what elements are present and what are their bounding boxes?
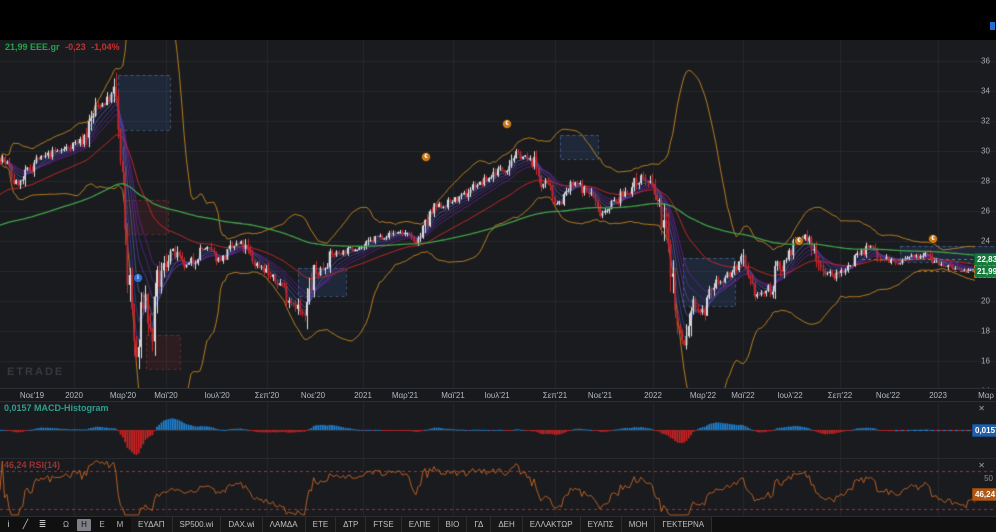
ticker-tab[interactable]: FTSE bbox=[366, 516, 402, 532]
ticker-tab[interactable]: ΕΛΠΕ bbox=[401, 516, 439, 532]
draw-line-icon[interactable]: ╱ bbox=[22, 519, 29, 529]
time-axis-label: Μαρ'22 bbox=[689, 391, 717, 400]
time-axis-label: Σεπ'22 bbox=[827, 391, 853, 400]
quote-change-pct: -1,04% bbox=[91, 42, 120, 52]
rsi-canvas[interactable] bbox=[0, 459, 996, 517]
rsi-value-badge: 46,24 bbox=[972, 487, 996, 501]
time-axis[interactable]: Νοε'19 2020 Μαρ'20 Μαϊ'20 Ιουλ'20 Σεπ'20 Νοε'2… bbox=[0, 388, 996, 402]
quote-line: 21,99 EEE.gr -0,23 -1,04% bbox=[5, 42, 120, 52]
alert-price-badge: 22,83 bbox=[974, 252, 996, 266]
time-axis-label: Σεπ'20 bbox=[254, 391, 280, 400]
event-flag-icon[interactable]: € bbox=[928, 234, 938, 244]
time-axis-label: Μαϊ'22 bbox=[731, 391, 755, 400]
info-icon[interactable]: i bbox=[7, 519, 10, 529]
platform-watermark: ETRADE bbox=[7, 366, 65, 378]
top-black-bar bbox=[0, 0, 996, 40]
ticker-tabs: ΕΥΔΑΠ SP500.wi DAX.wi ΛΑΜΔΑ ΕΤΕ ΔΤΡ FTSE ΕΛΠΕ ΒΙ… bbox=[131, 516, 996, 532]
macd-panel[interactable]: 0,0157 MACD-Histogram ✕ bbox=[0, 402, 996, 458]
macd-value-badge: 0,0157 bbox=[972, 424, 996, 437]
time-axis-label: Μαϊ'20 bbox=[154, 391, 178, 400]
ticker-tab[interactable]: ΕΥΑΠΣ bbox=[580, 516, 622, 532]
time-axis-label: Μαρ'20 bbox=[109, 391, 137, 400]
ticker-tab[interactable]: DAX.wi bbox=[221, 516, 263, 532]
time-axis-label: Ιουλ'20 bbox=[204, 391, 230, 400]
event-flag-icon[interactable]: € bbox=[421, 152, 431, 162]
timeframe-button-Ω[interactable]: Ω bbox=[63, 519, 69, 529]
macd-close-icon[interactable]: ✕ bbox=[978, 404, 985, 413]
time-axis-label: 2020 bbox=[65, 391, 83, 400]
rsi-close-icon[interactable]: ✕ bbox=[978, 461, 985, 470]
time-axis-label: Ιουλ'22 bbox=[777, 391, 803, 400]
ticker-tab[interactable]: ΔΤΡ bbox=[336, 516, 367, 532]
event-flag-icon[interactable]: i bbox=[133, 273, 143, 283]
ticker-tab[interactable]: ΜΟΗ bbox=[621, 516, 656, 532]
time-axis-label: Μαρ'21 bbox=[391, 391, 419, 400]
quote-change: -0,23 bbox=[65, 42, 86, 52]
ticker-tab[interactable]: ΕΥΔΑΠ bbox=[131, 516, 173, 532]
rsi-label: 46,24 RSI(14) bbox=[4, 460, 61, 470]
ticker-tab[interactable]: ΔΕΗ bbox=[491, 516, 523, 532]
quote-symbol: EEE.gr bbox=[30, 42, 60, 52]
time-axis-label: Νοε'20 bbox=[300, 391, 326, 400]
ticker-tab[interactable]: ΓΔ bbox=[467, 516, 492, 532]
time-axis-label: Μαρ bbox=[978, 391, 994, 400]
time-axis-label: 2022 bbox=[644, 391, 662, 400]
watchlist-icon[interactable]: ≣ bbox=[38, 519, 47, 529]
quote-last-price: 21,99 bbox=[5, 42, 28, 52]
timeframe-button-Ε[interactable]: Ε bbox=[99, 519, 105, 529]
timeframe-button-Μ[interactable]: Μ bbox=[116, 519, 124, 529]
event-flag-icon[interactable]: € bbox=[794, 236, 804, 246]
time-axis-label: 2021 bbox=[354, 391, 372, 400]
macd-label: 0,0157 MACD-Histogram bbox=[4, 403, 109, 413]
ticker-tab[interactable]: ΛΑΜΔΑ bbox=[262, 516, 306, 532]
ticker-tab[interactable]: ΕΤΕ bbox=[305, 516, 337, 532]
ticker-tab[interactable]: ΒΙΟ bbox=[438, 516, 468, 532]
top-right-chip-icon bbox=[990, 22, 995, 30]
time-axis-label: Νοε'22 bbox=[875, 391, 901, 400]
time-axis-label: Νοε'19 bbox=[19, 391, 45, 400]
rsi-panel[interactable]: 46,24 RSI(14) ✕ 50 bbox=[0, 458, 996, 517]
rsi-aux-label: 50 bbox=[984, 474, 993, 483]
time-axis-label: 2023 bbox=[929, 391, 947, 400]
ticker-tab[interactable]: SP500.wi bbox=[172, 516, 222, 532]
time-axis-label: Μαϊ'21 bbox=[441, 391, 465, 400]
candlestick-canvas[interactable] bbox=[0, 40, 996, 388]
toolbar-icons: i ╱ ≣ bbox=[0, 517, 51, 532]
event-flag-icon[interactable]: € bbox=[502, 119, 512, 129]
macd-canvas[interactable] bbox=[0, 402, 996, 458]
time-axis-label: Νοε'21 bbox=[587, 391, 613, 400]
ticker-tab[interactable]: ΓΕΚΤΕΡΝΑ bbox=[655, 516, 713, 532]
main-price-chart[interactable]: 21,99 EEE.gr -0,23 -1,04% ETRADE bbox=[0, 40, 996, 388]
time-axis-label: Ιουλ'21 bbox=[484, 391, 510, 400]
last-price-badge: 21,99 bbox=[974, 265, 996, 279]
timeframe-button-Η[interactable]: Η bbox=[77, 518, 91, 531]
ticker-tab[interactable]: ΕΛΛΑΚΤΩΡ bbox=[522, 516, 581, 532]
time-axis-label: Σεπ'21 bbox=[542, 391, 568, 400]
